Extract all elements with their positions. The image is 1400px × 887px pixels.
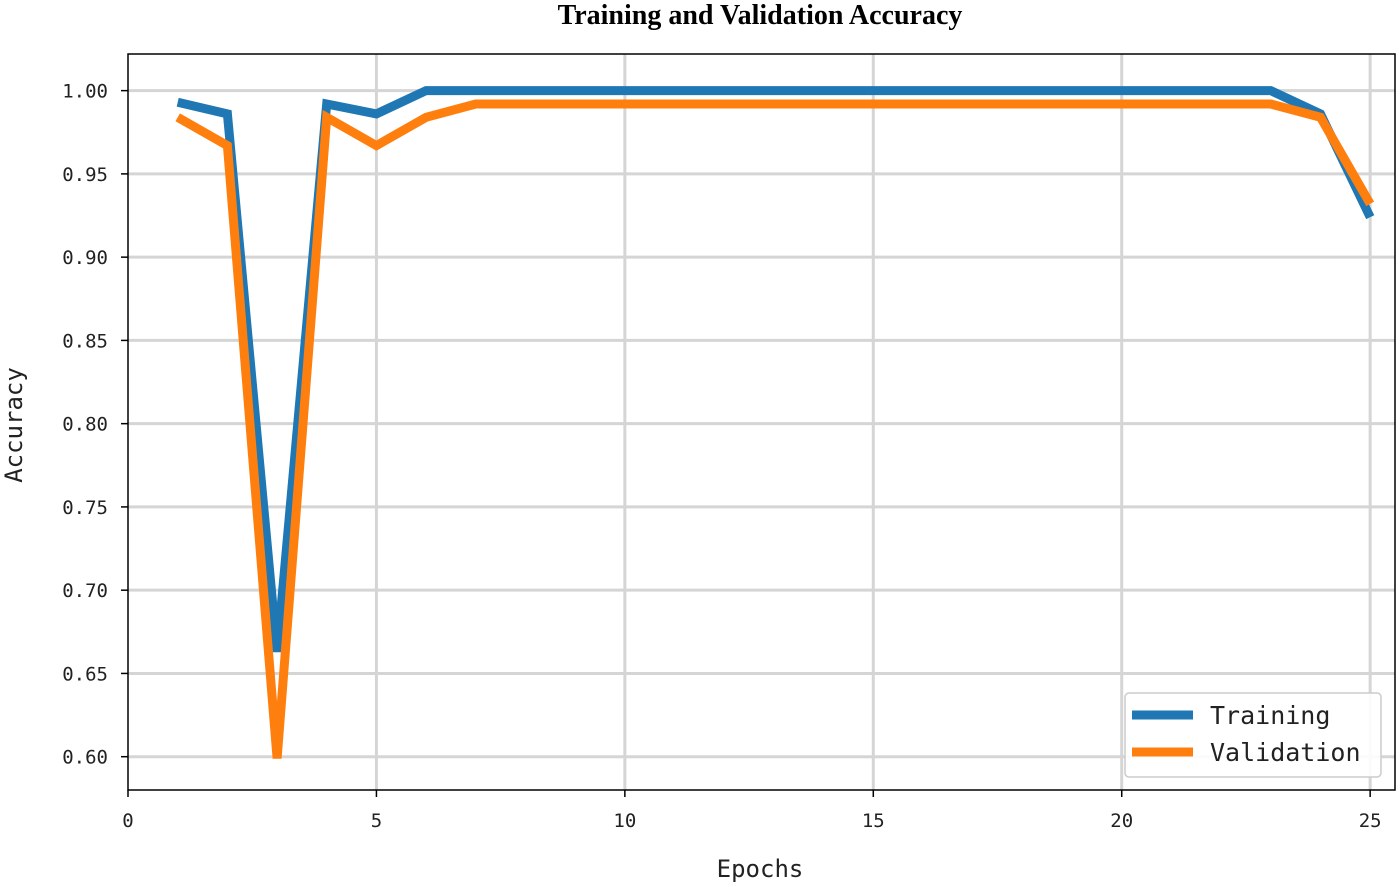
plot-frame	[127, 53, 1396, 791]
y-tick-label: 0.75	[62, 497, 108, 519]
series-line-training	[176, 86, 1375, 653]
x-tick-label: 25	[1359, 810, 1382, 832]
legend-label-validation: Validation	[1210, 738, 1361, 767]
y-tick-label: 0.90	[62, 247, 108, 269]
legend-label-training: Training	[1210, 701, 1330, 730]
x-ticks: 0 5 10 15 20 25	[122, 790, 1382, 832]
y-tick-label: 1.00	[62, 81, 108, 103]
y-ticks: 0.60 0.65 0.70 0.75 0.80 0.85 0.90 0.95 1.00	[62, 81, 128, 769]
x-tick-label: 20	[1110, 810, 1133, 832]
y-tick-label: 0.60	[62, 747, 108, 769]
x-axis-label: Epochs	[717, 855, 804, 883]
legend: Training Validation	[1124, 692, 1382, 778]
y-tick-label: 0.70	[62, 580, 108, 602]
series-line-validation	[175, 99, 1375, 759]
x-tick-label: 10	[613, 810, 636, 832]
chart-title: Training and Validation Accuracy	[558, 0, 963, 31]
y-tick-label: 0.85	[62, 330, 108, 352]
x-tick-label: 15	[862, 810, 885, 832]
x-tick-label: 5	[371, 810, 382, 832]
y-axis-label: Accuracy	[0, 367, 28, 483]
y-tick-label: 0.95	[62, 164, 108, 186]
y-tick-label: 0.80	[62, 414, 108, 436]
y-tick-label: 0.65	[62, 663, 108, 685]
x-tick-label: 0	[122, 810, 133, 832]
series-lines	[175, 86, 1375, 759]
